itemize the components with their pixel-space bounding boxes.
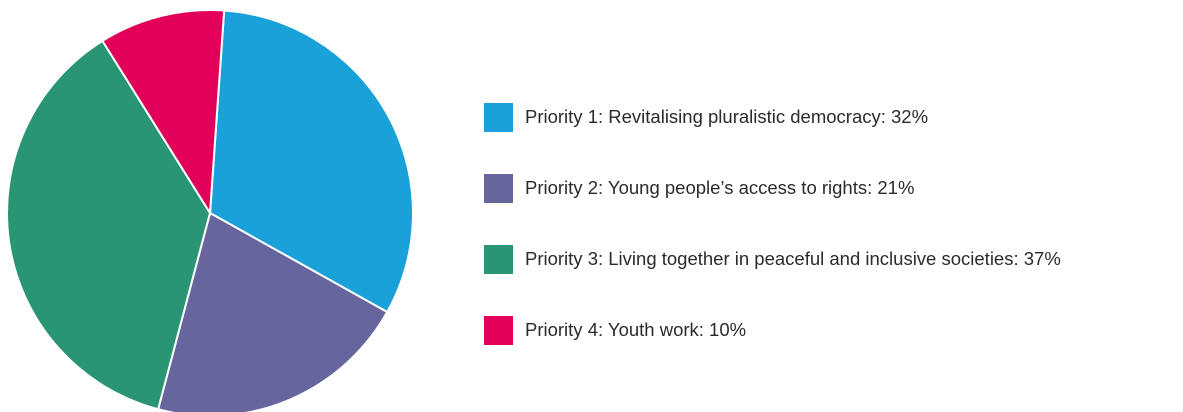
legend-item-priority-4: Priority 4: Youth work: 10% — [484, 315, 1174, 345]
pie-plot — [6, 9, 414, 412]
legend-item-priority-1: Priority 1: Revitalising pluralistic dem… — [484, 102, 1174, 132]
legend-label-priority-1: Priority 1: Revitalising pluralistic dem… — [525, 105, 929, 127]
legend-item-priority-2: Priority 2: Young people’s access to rig… — [484, 173, 1174, 203]
legend-label-priority-3: Priority 3: Living together in peaceful … — [525, 247, 1061, 269]
legend-label-priority-2: Priority 2: Young people’s access to rig… — [525, 176, 915, 198]
legend-item-priority-3: Priority 3: Living together in peaceful … — [484, 244, 1174, 274]
legend-label-priority-4: Priority 4: Youth work: 10% — [525, 318, 747, 340]
legend-swatch-priority-1 — [484, 102, 513, 132]
legend: Priority 1: Revitalising pluralistic dem… — [484, 102, 1174, 386]
pie-slice-priority-4 — [101, 9, 226, 217]
legend-swatch-priority-4 — [484, 315, 513, 345]
pie-slice-priority-1 — [208, 9, 414, 314]
legend-swatch-priority-3 — [484, 244, 513, 274]
legend-swatch-priority-2 — [484, 173, 513, 203]
pie-slice-priority-2 — [156, 211, 389, 412]
